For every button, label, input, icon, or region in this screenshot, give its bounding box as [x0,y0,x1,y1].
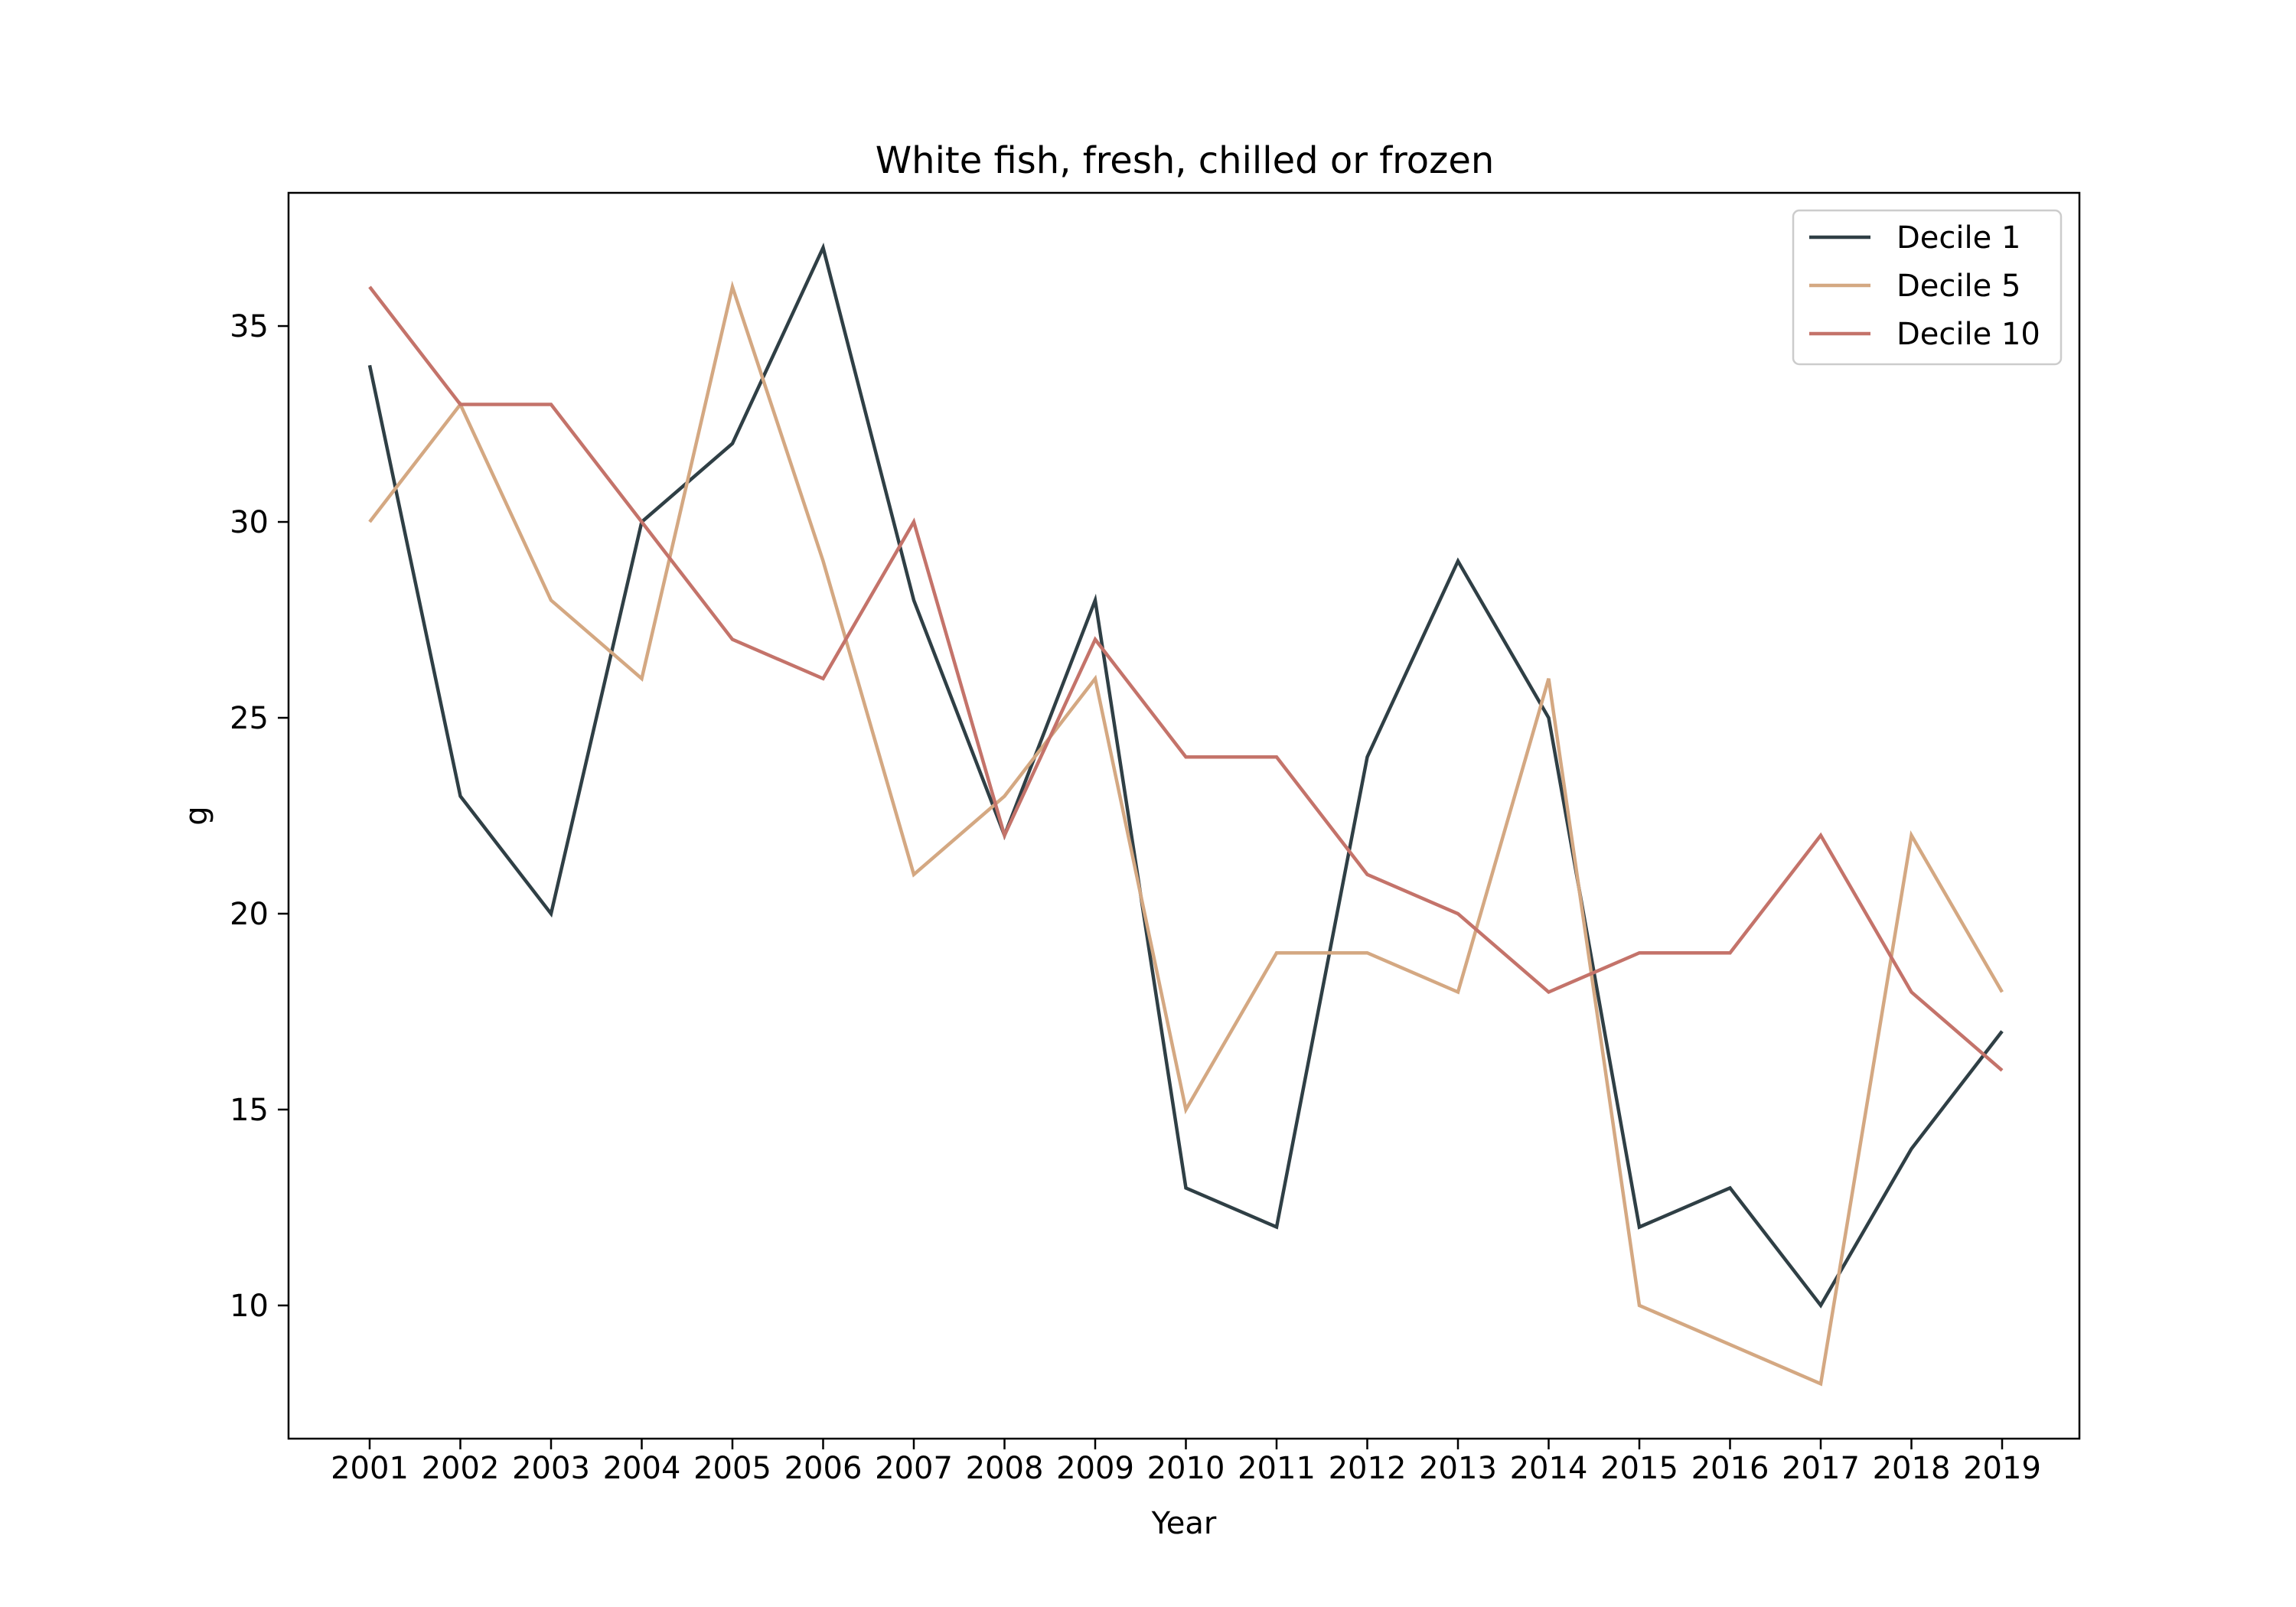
x-axis: 2001 2002 2003 2004 2005 2006 2007 2008 2009 2010… [331,1439,2041,1486]
plot-lines [367,243,2004,1387]
y-tick-label: 30 [230,505,269,540]
x-tick-label: 2003 [512,1451,590,1486]
x-tick-label: 2016 [1691,1451,1769,1486]
x-tick-label: 2004 [603,1451,681,1486]
x-tick-label: 2001 [331,1451,409,1486]
y-tick-label: 35 [230,309,269,344]
x-tick-label: 2018 [1873,1451,1951,1486]
chart-title: White fish, fresh, chilled or frozen [876,139,1495,182]
x-tick-label: 2017 [1782,1451,1860,1486]
legend: Decile 1 Decile 5 Decile 10 [1792,209,2063,366]
y-tick-label: 15 [230,1093,269,1128]
x-tick-label: 2014 [1510,1451,1588,1486]
x-axis-title: Year [1151,1506,1217,1541]
x-tick-label: 2019 [1963,1451,2041,1486]
x-tick-label: 2009 [1056,1451,1134,1486]
y-tick-label: 10 [230,1289,269,1324]
legend-label: Decile 5 [1896,269,2020,304]
legend-label: Decile 1 [1896,220,2020,256]
y-tick-label: 20 [230,897,269,932]
x-tick-label: 2013 [1419,1451,1497,1486]
x-tick-label: 2005 [693,1451,771,1486]
x-tick-label: 2015 [1600,1451,1678,1486]
x-tick-label: 2010 [1147,1451,1225,1486]
x-tick-label: 2002 [422,1451,500,1486]
y-axis: 10 15 20 25 30 35 [230,309,289,1324]
x-tick-label: 2007 [875,1451,953,1486]
x-tick-label: 2006 [784,1451,863,1486]
legend-box [1792,209,2063,366]
y-axis-title: g [179,806,214,825]
y-tick-label: 25 [230,701,269,736]
x-tick-label: 2008 [966,1451,1044,1486]
x-tick-label: 2011 [1238,1451,1316,1486]
legend-label: Decile 10 [1896,317,2040,352]
x-tick-label: 2012 [1329,1451,1407,1486]
plot-frame [287,191,2081,1440]
